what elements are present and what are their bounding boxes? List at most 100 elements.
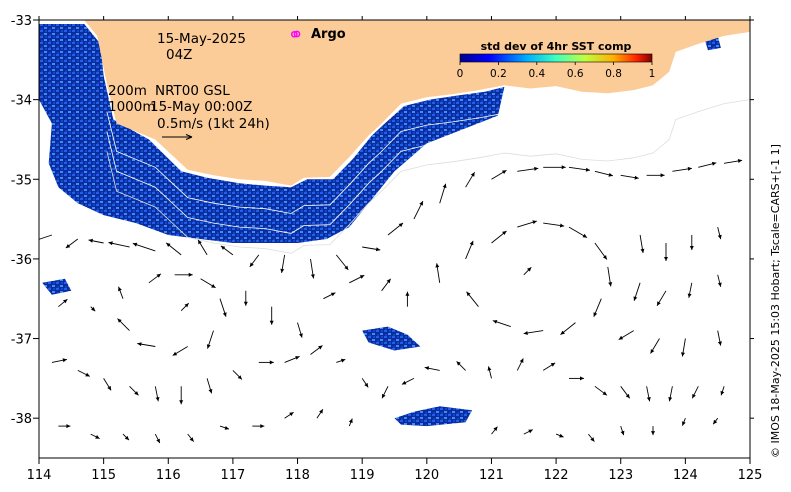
current-arrow-head [660,173,665,178]
current-arrow [200,278,216,289]
x-tick-label: 122 [544,468,569,483]
current-arrow [698,161,717,168]
current-arrow-head [689,246,694,250]
current-arrow [180,302,190,312]
sst-patch [362,326,421,351]
current-arrow [639,234,645,254]
x-tick-label: 115 [91,468,116,483]
current-arrow [569,376,584,381]
current-arrow-head [386,278,391,284]
current-arrow-head [711,161,717,166]
current-arrow-head [534,166,539,171]
argo-legend: Argo [293,27,346,42]
current-arrow-head [63,299,68,304]
colorbar-tick-label: 1 [649,68,656,80]
current-arrow-head [319,409,323,414]
current-arrow-head [487,366,492,371]
current-arrow [362,246,381,252]
current-arrow [284,355,300,363]
current-arrow-head [717,234,722,240]
current-arrow-head [172,351,178,356]
current-arrow [284,411,294,419]
current-arrow [594,170,614,177]
current-arrow-head [405,291,410,296]
current-arrow [712,417,719,425]
current-arrow [543,222,565,228]
current-arrow [620,425,625,436]
current-arrow [249,254,260,268]
current-arrow [491,230,507,244]
current-arrow-head [91,306,96,312]
current-arrow-head [593,312,598,317]
x-tick-label: 116 [156,468,181,483]
current-arrow-head [602,255,607,260]
current-arrow [88,238,104,244]
current-arrow-head [590,437,595,442]
current-arrow-head [156,273,161,278]
current-arrow-head [424,366,430,371]
current-arrow [132,242,156,252]
current-arrow [316,408,324,419]
x-tick-label: 118 [285,468,310,483]
current-arrow [465,240,474,260]
current-arrow [310,258,315,279]
current-arrow [594,242,608,260]
current-arrow [543,165,566,170]
current-arrow-head [340,358,346,363]
y-axis: -33 -34 -35 -36 -37 -38 [11,14,754,427]
argo-float-marker [290,30,298,38]
current-arrow [34,234,53,242]
scale-label: 0.5m/s (1kt 24h) [157,116,270,132]
current-arrow-head [640,248,645,253]
x-tick-label: 123 [608,468,633,483]
product-time: 15-May 00:00Z [150,99,252,115]
current-arrow [243,290,248,306]
current-arrow [387,222,404,236]
current-arrow [717,274,722,287]
current-arrow-head [117,318,122,323]
current-arrow-head [134,391,139,396]
colorbar-ramp [459,53,653,63]
current-arrow-head [618,335,624,340]
colorbar-tick-label: 0 [457,68,464,80]
current-arrow-head [108,241,113,246]
current-arrow [516,358,524,371]
current-arrow [466,291,479,307]
current-arrow [523,429,534,435]
colorbar-tick-label: 0.6 [567,68,584,80]
current-arrow-head [419,201,423,206]
current-arrow [219,425,230,430]
argo-legend-marker [293,30,301,38]
current-arrow [122,433,130,441]
current-arrow [633,282,641,301]
y-tick-label: -33 [11,14,32,29]
current-arrow-head [527,267,532,272]
time-label: 04Z [166,47,192,63]
contour-label-200m: 200m [108,83,147,99]
current-arrow-head [65,244,71,248]
current-arrow [620,386,631,399]
current-arrow-head [560,330,565,335]
current-arrow [310,345,323,355]
current-arrow-head [398,223,403,228]
contour-line [106,59,750,214]
colorbar: std dev of 4hr SST comp 0 0.2 0.4 0.6 0.8 1 [457,40,656,80]
current-arrow [672,166,692,172]
current-arrow [491,169,507,180]
current-arrow-head [646,397,651,402]
current-arrow-head [34,238,39,242]
current-arrow [607,266,613,287]
current-arrow [439,183,447,204]
current-arrow-head [318,345,323,350]
current-arrow-head [310,274,315,279]
current-arrow-head [224,426,229,430]
current-arrow [691,386,699,399]
colorbar-ticks: 0 0.2 0.4 0.6 0.8 1 [457,62,656,80]
current-arrow [491,426,498,435]
current-arrow-head [184,303,189,308]
current-arrow [651,426,655,436]
current-arrow [720,386,725,396]
current-arrow-head [348,418,353,424]
plot-frame [38,19,751,459]
current-arrow [381,278,391,292]
